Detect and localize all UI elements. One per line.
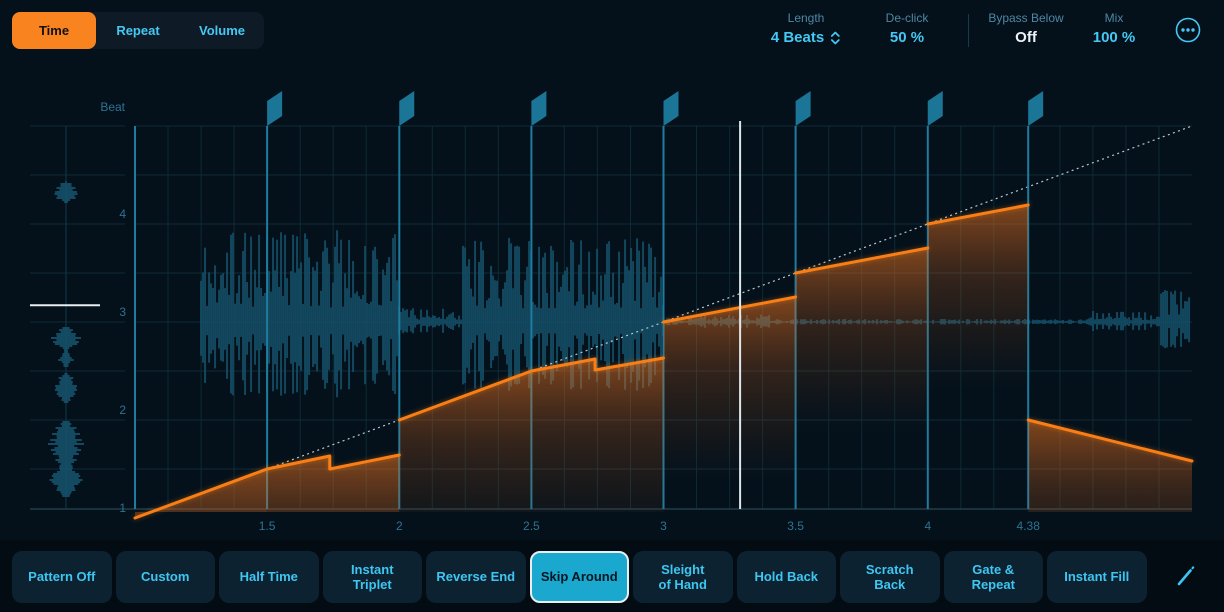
x-tick-label: 2 — [396, 519, 403, 533]
beat-flag[interactable] — [663, 91, 679, 126]
param-value-mix[interactable]: 100 % — [1092, 29, 1136, 46]
param-value-de-click[interactable]: 50 % — [889, 29, 925, 46]
beat-flag[interactable] — [927, 91, 943, 126]
tab-time[interactable]: Time — [12, 12, 96, 49]
time-curve-fill — [135, 205, 1192, 518]
pencil-icon — [1177, 565, 1195, 585]
pattern-preset-bar: Pattern Off Custom Half Time Instant Triple… — [0, 540, 1224, 612]
pattern-buttons: Pattern Off Custom Half Time Instant Triple… — [12, 551, 1147, 603]
beat-flag[interactable] — [399, 91, 415, 126]
identity-reference-line — [134, 125, 1193, 519]
tab-repeat[interactable]: Repeat — [96, 12, 180, 49]
x-tick-label: 2.5 — [523, 519, 540, 533]
param-de-click: De-click 50 % — [886, 11, 929, 46]
stepper-chevrons-icon — [831, 31, 841, 44]
pattern-button-reverse-end[interactable]: Reverse End — [426, 551, 526, 603]
param-label: Mix — [1104, 11, 1124, 25]
x-tick-label: 3 — [660, 519, 667, 533]
ellipsis-icon — [1175, 17, 1201, 43]
pattern-button-sleight-of-hand[interactable]: Sleight of Hand — [633, 551, 733, 603]
y-tick-label: 1 — [119, 501, 126, 515]
beat-flag[interactable] — [1028, 91, 1044, 126]
pattern-button-scratch-back[interactable]: Scratch Back — [840, 551, 940, 603]
pattern-button-pattern-off[interactable]: Pattern Off — [12, 551, 112, 603]
param-length: Length 4 Beats — [771, 11, 841, 46]
pattern-button-instant-fill[interactable]: Instant Fill — [1047, 551, 1147, 603]
axis-labels: 1 2 3 4 1.5 2 2.5 3 3.5 4 4.38 — [119, 207, 1040, 533]
pattern-button-instant-triplet[interactable]: Instant Triplet — [322, 551, 422, 603]
param-bypass-below: Bypass Below Off — [988, 11, 1063, 46]
param-mix: Mix 100 % — [1093, 11, 1136, 46]
param-label: De-click — [885, 11, 929, 25]
param-value-bypass-below[interactable]: Off — [1015, 29, 1037, 46]
more-options-button[interactable] — [1175, 17, 1201, 43]
x-tick-label: 4 — [924, 519, 931, 533]
header-separator — [968, 14, 969, 47]
header-parameters: Length 4 Beats De-click 50 % Bypass Below Off… — [0, 0, 1224, 60]
param-label: Length — [787, 11, 825, 25]
y-axis-title: Beat — [100, 100, 125, 114]
beat-marker-flags[interactable] — [134, 91, 1044, 509]
y-tick-label: 4 — [119, 207, 126, 221]
beat-flag[interactable] — [795, 91, 811, 126]
tab-volume[interactable]: Volume — [180, 12, 264, 49]
edit-mode-tabs: Time Repeat Volume — [12, 12, 264, 49]
y-tick-label: 3 — [119, 305, 126, 319]
grid — [30, 125, 1192, 510]
source-waveform-strip — [30, 126, 100, 509]
param-value-length[interactable]: 4 Beats — [771, 29, 841, 46]
pattern-button-half-time[interactable]: Half Time — [219, 551, 319, 603]
time-curve[interactable] — [133, 203, 1194, 520]
beat-flag[interactable] — [531, 91, 547, 126]
x-tick-label: 1.5 — [259, 519, 276, 533]
param-label: Bypass Below — [988, 11, 1064, 25]
pattern-button-hold-back[interactable]: Hold Back — [736, 551, 836, 603]
pattern-button-custom[interactable]: Custom — [115, 551, 215, 603]
x-tick-label: 3.5 — [787, 519, 804, 533]
edit-pattern-button[interactable] — [1162, 553, 1210, 601]
output-waveform — [200, 230, 1191, 398]
y-tick-label: 2 — [119, 403, 126, 417]
x-tick-label: 4.38 — [1017, 519, 1041, 533]
pattern-button-skip-around[interactable]: Skip Around — [529, 551, 629, 603]
pattern-button-gate-repeat[interactable]: Gate & Repeat — [943, 551, 1043, 603]
beat-flag[interactable] — [267, 91, 283, 126]
